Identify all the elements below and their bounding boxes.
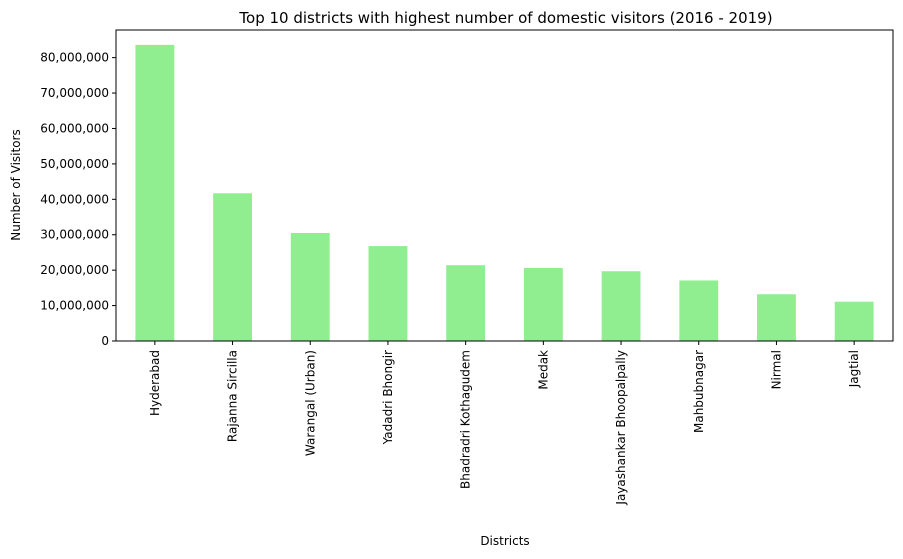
bar xyxy=(213,193,252,341)
bar xyxy=(601,271,641,341)
y-tick-label: 50,000,000 xyxy=(40,157,109,171)
x-tick-label: Jayashankar Bhoopalpally xyxy=(614,350,628,506)
bar xyxy=(135,44,175,342)
x-tick-label: Nirmal xyxy=(769,350,783,389)
x-tick-label: Medak xyxy=(536,350,550,390)
y-tick-label: 40,000,000 xyxy=(40,192,109,206)
bar xyxy=(679,280,719,341)
y-tick-label: 20,000,000 xyxy=(40,263,109,277)
bar xyxy=(290,232,330,341)
x-tick-label: Jagtial xyxy=(847,350,861,388)
x-axis: Hyderabad Rajanna Sircilla Warangal (Urban… xyxy=(148,341,861,506)
bar xyxy=(523,268,563,341)
y-tick-label: 70,000,000 xyxy=(40,86,109,100)
plot-frame xyxy=(115,29,894,342)
x-tick-label: Warangal (Urban) xyxy=(303,350,317,456)
bars xyxy=(135,44,874,342)
x-tick-label: Rajanna Sircilla xyxy=(226,350,240,442)
y-tick-label: 30,000,000 xyxy=(40,228,109,242)
bar xyxy=(757,294,796,341)
bar xyxy=(834,301,874,341)
x-tick-label: Hyderabad xyxy=(148,350,162,416)
x-tick-label: Mahbubnagar xyxy=(692,350,706,433)
y-axis-label: Number of Visitors xyxy=(9,129,23,241)
y-tick-label: 60,000,000 xyxy=(40,121,109,135)
bar xyxy=(368,246,408,341)
y-tick-label: 80,000,000 xyxy=(40,51,109,65)
x-tick-label: Bhadradri Kothagudem xyxy=(459,350,473,489)
x-axis-label: Districts xyxy=(480,534,529,548)
bar xyxy=(446,265,486,341)
y-tick-label: 0 xyxy=(101,334,109,348)
chart-title: Top 10 districts with highest number of … xyxy=(238,9,772,27)
y-tick-label: 10,000,000 xyxy=(40,299,109,313)
y-axis: 0 10,000,000 20,000,000 30,000,000 40,000,00… xyxy=(40,51,116,348)
x-tick-label: Yadadri Bhongir xyxy=(381,350,395,445)
